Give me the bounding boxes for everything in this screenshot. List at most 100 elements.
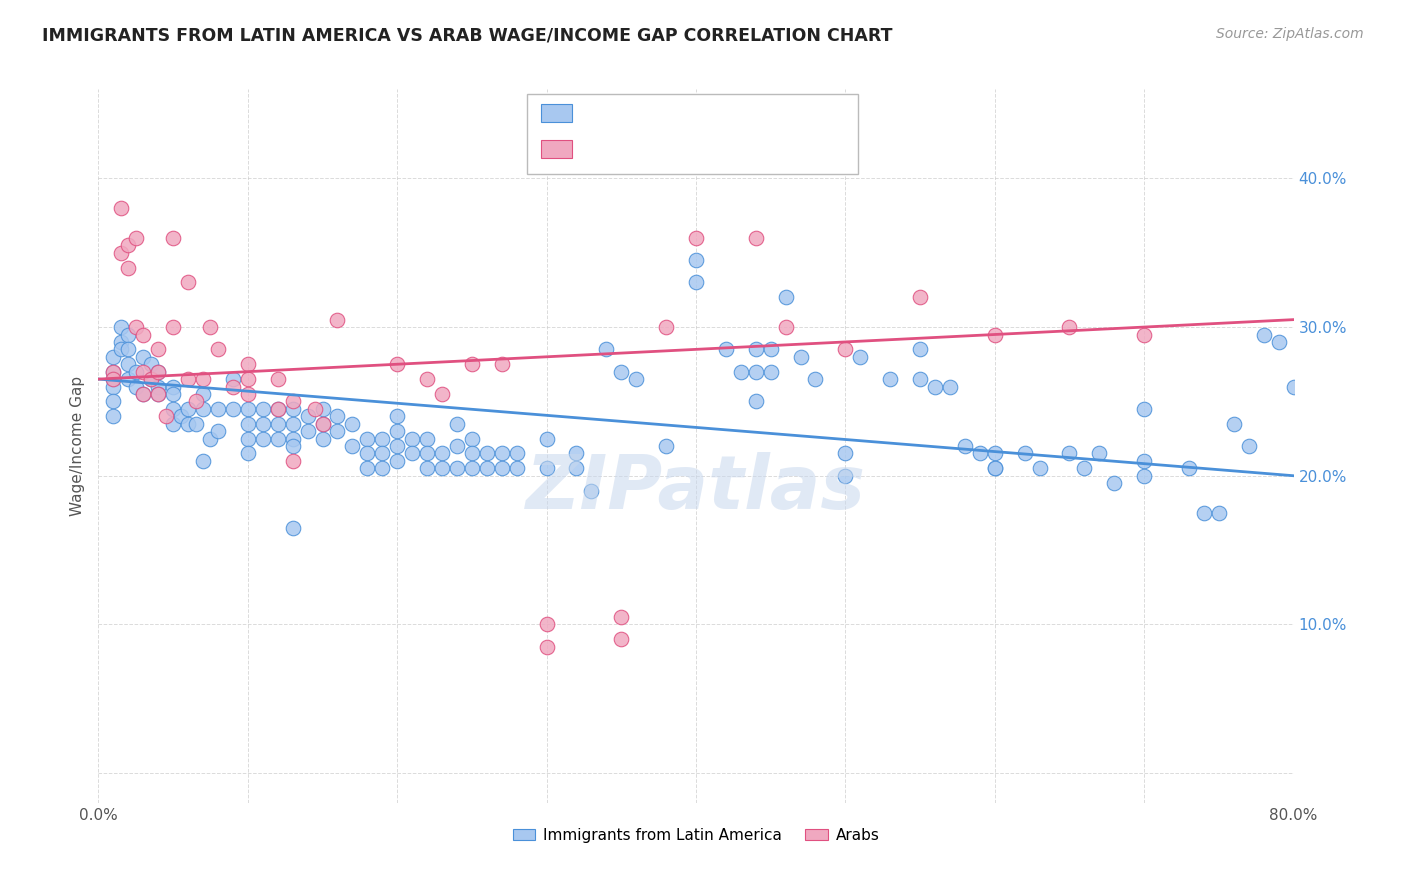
Point <box>953 439 976 453</box>
Text: ZIPatlas: ZIPatlas <box>526 452 866 525</box>
Point <box>281 417 304 431</box>
Point <box>745 231 768 245</box>
Point <box>125 365 148 379</box>
Point <box>162 417 184 431</box>
Point <box>714 343 737 357</box>
Point <box>103 394 125 409</box>
Point <box>385 357 409 371</box>
Text: R =: R = <box>578 106 612 120</box>
Point <box>103 365 125 379</box>
Point <box>267 432 290 446</box>
Point <box>200 320 222 334</box>
Point <box>775 320 797 334</box>
Point <box>207 343 229 357</box>
Point <box>200 432 222 446</box>
Point <box>430 446 453 460</box>
Point <box>281 394 304 409</box>
Point <box>326 409 349 424</box>
Point <box>281 521 304 535</box>
Text: 0.067: 0.067 <box>609 142 662 156</box>
Point <box>1133 454 1156 468</box>
Point <box>236 401 259 416</box>
Point <box>879 372 901 386</box>
Point <box>103 350 125 364</box>
Point <box>565 446 588 460</box>
Point <box>252 401 274 416</box>
Point <box>849 350 872 364</box>
Point <box>222 401 245 416</box>
Point <box>207 401 229 416</box>
Point <box>475 461 498 475</box>
Point <box>446 417 468 431</box>
Point <box>267 401 290 416</box>
Point <box>162 379 184 393</box>
Point <box>311 432 333 446</box>
Point <box>162 387 184 401</box>
Point <box>834 446 856 460</box>
Point <box>685 231 707 245</box>
Point <box>132 350 155 364</box>
Point <box>536 461 558 475</box>
Point <box>385 439 409 453</box>
Point <box>132 365 155 379</box>
Point <box>103 409 125 424</box>
Point <box>311 417 333 431</box>
Point <box>125 320 148 334</box>
Point <box>416 432 439 446</box>
Point <box>148 387 170 401</box>
Point <box>191 387 214 401</box>
Point <box>356 432 378 446</box>
Point <box>326 312 349 326</box>
Point <box>685 276 707 290</box>
Point <box>1133 327 1156 342</box>
Point <box>117 238 139 252</box>
Point <box>430 461 453 475</box>
Point <box>834 468 856 483</box>
Point <box>745 394 768 409</box>
Point <box>506 446 529 460</box>
Point <box>416 446 439 460</box>
Point <box>297 424 319 438</box>
Point <box>236 432 259 446</box>
Point <box>177 417 200 431</box>
Point <box>177 372 200 386</box>
Point <box>222 372 245 386</box>
Point <box>491 357 513 371</box>
Point <box>281 401 304 416</box>
Point <box>236 372 259 386</box>
Text: N =: N = <box>682 142 716 156</box>
Point <box>908 290 931 304</box>
Point <box>148 365 170 379</box>
Point <box>536 432 558 446</box>
Point <box>908 372 931 386</box>
Point <box>626 372 648 386</box>
Point <box>236 357 259 371</box>
Point <box>565 461 588 475</box>
Point <box>110 320 132 334</box>
Point <box>222 379 245 393</box>
Point <box>148 343 170 357</box>
Point <box>267 372 290 386</box>
Point <box>267 417 290 431</box>
Point <box>162 231 184 245</box>
Point <box>252 417 274 431</box>
Point <box>446 439 468 453</box>
Point <box>1282 379 1305 393</box>
Point <box>371 461 394 475</box>
Point <box>1104 476 1126 491</box>
Point <box>117 357 139 371</box>
Point <box>1237 439 1260 453</box>
Text: IMMIGRANTS FROM LATIN AMERICA VS ARAB WAGE/INCOME GAP CORRELATION CHART: IMMIGRANTS FROM LATIN AMERICA VS ARAB WA… <box>42 27 893 45</box>
Point <box>730 365 752 379</box>
Point <box>139 357 162 371</box>
Point <box>342 439 364 453</box>
Point <box>491 446 513 460</box>
Point <box>610 632 633 647</box>
Point <box>125 231 148 245</box>
Point <box>117 260 139 275</box>
Point <box>1253 327 1275 342</box>
Point <box>267 401 290 416</box>
Point <box>759 343 782 357</box>
Point <box>969 446 991 460</box>
Point <box>595 343 617 357</box>
